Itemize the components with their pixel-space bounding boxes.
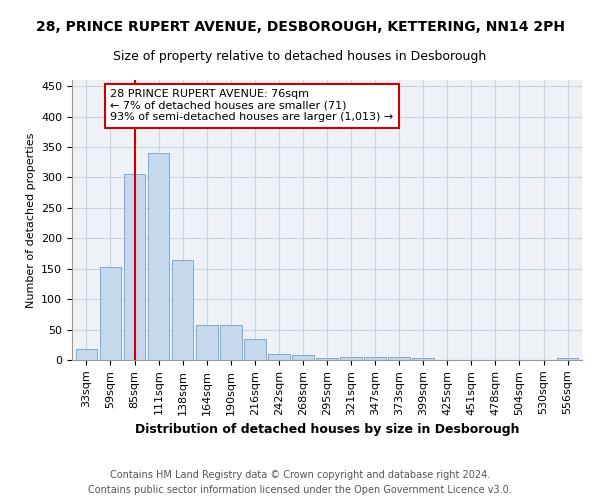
Bar xyxy=(220,326,242,360)
Bar xyxy=(196,326,218,360)
Bar xyxy=(100,267,121,360)
Bar xyxy=(412,358,434,360)
Bar xyxy=(340,357,362,360)
Text: Size of property relative to detached houses in Desborough: Size of property relative to detached ho… xyxy=(113,50,487,63)
Text: 28 PRINCE RUPERT AVENUE: 76sqm
← 7% of detached houses are smaller (71)
93% of s: 28 PRINCE RUPERT AVENUE: 76sqm ← 7% of d… xyxy=(110,89,394,122)
Bar xyxy=(557,358,578,360)
Bar xyxy=(316,358,338,360)
X-axis label: Distribution of detached houses by size in Desborough: Distribution of detached houses by size … xyxy=(135,423,519,436)
Bar xyxy=(292,355,314,360)
Bar xyxy=(388,357,410,360)
Bar xyxy=(76,349,97,360)
Text: 28, PRINCE RUPERT AVENUE, DESBOROUGH, KETTERING, NN14 2PH: 28, PRINCE RUPERT AVENUE, DESBOROUGH, KE… xyxy=(35,20,565,34)
Y-axis label: Number of detached properties: Number of detached properties xyxy=(26,132,35,308)
Bar xyxy=(244,340,266,360)
Bar xyxy=(268,354,290,360)
Bar xyxy=(364,357,386,360)
Bar xyxy=(172,260,193,360)
Bar xyxy=(124,174,145,360)
Bar xyxy=(148,153,169,360)
Text: Contains public sector information licensed under the Open Government Licence v3: Contains public sector information licen… xyxy=(88,485,512,495)
Text: Contains HM Land Registry data © Crown copyright and database right 2024.: Contains HM Land Registry data © Crown c… xyxy=(110,470,490,480)
